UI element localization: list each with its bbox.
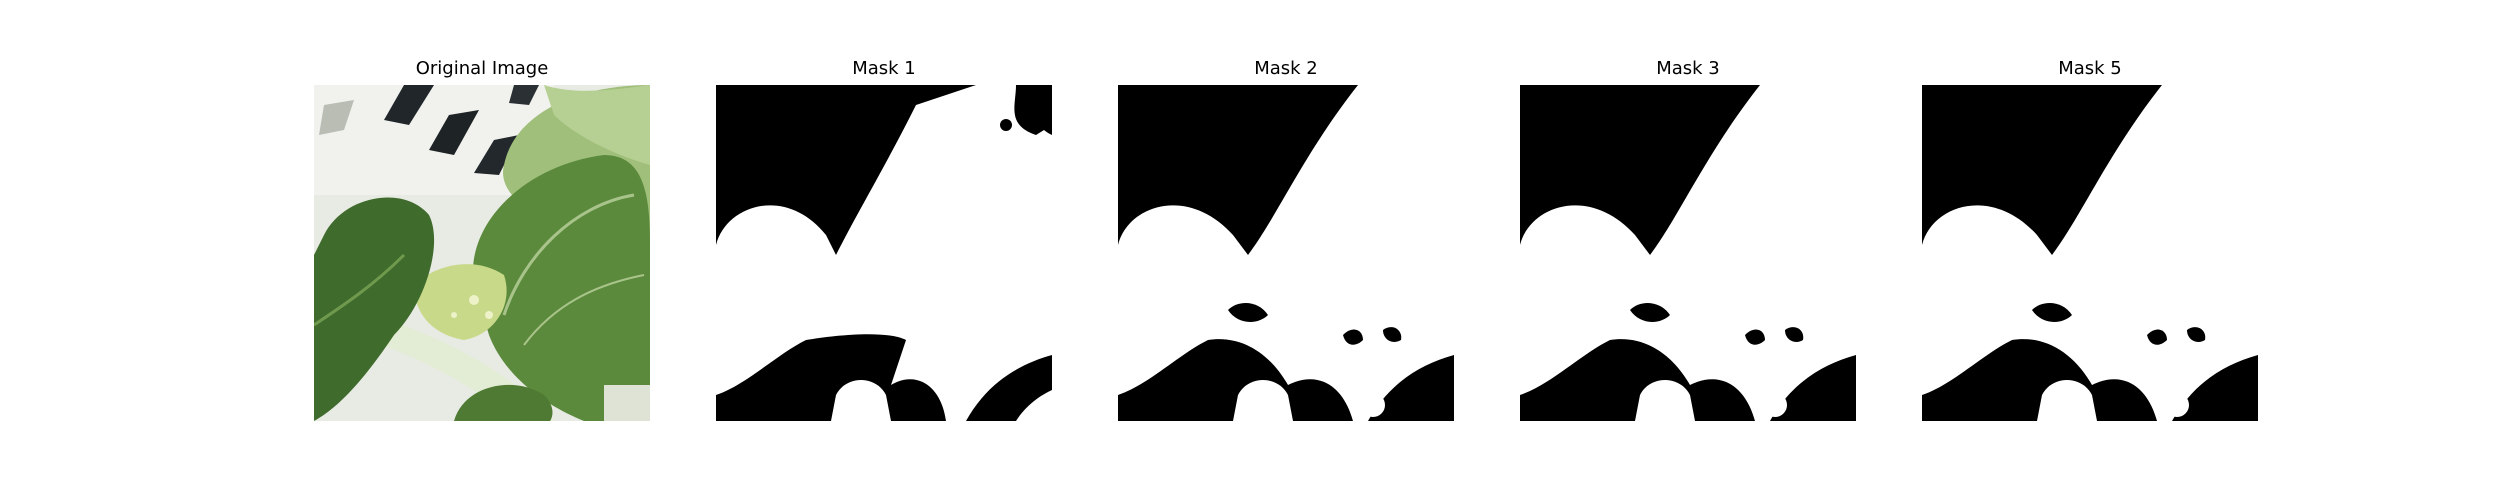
panel-title: Original Image	[415, 58, 549, 79]
mask-5-image	[1922, 85, 2258, 421]
panel-title: Mask 3	[1656, 58, 1720, 79]
panel-title: Mask 5	[2058, 58, 2122, 79]
mask-1-image	[716, 85, 1052, 421]
panel-title: Mask 1	[852, 58, 916, 79]
panel-title: Mask 2	[1254, 58, 1318, 79]
mask-3-image	[1520, 85, 1856, 421]
original-photo	[314, 85, 650, 421]
mask-2-image	[1118, 85, 1454, 421]
